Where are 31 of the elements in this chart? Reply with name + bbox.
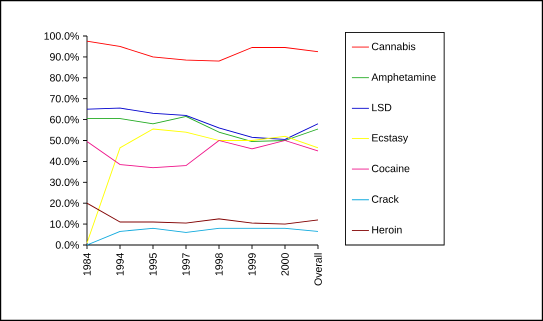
- legend-label: Crack: [372, 195, 399, 203]
- y-tick-label: 70.0%: [50, 94, 79, 102]
- x-tick-label: Overall: [314, 253, 322, 286]
- legend-label: LSD: [372, 104, 392, 112]
- y-tick-label: 0.0%: [56, 241, 79, 249]
- y-tick-label: 10.0%: [50, 220, 79, 228]
- y-tick-label: 90.0%: [50, 53, 79, 61]
- legend-label: Heroin: [372, 226, 402, 234]
- x-tick-label: 1999: [248, 253, 256, 276]
- line-series: [86, 40, 318, 62]
- y-tick-label: 60.0%: [50, 116, 79, 124]
- y-tick-label: 50.0%: [50, 136, 79, 144]
- x-tick-label: 1984: [83, 253, 91, 276]
- line-series: [86, 116, 318, 142]
- y-tick-label: 100.0%: [44, 32, 79, 40]
- x-tick-label: 1994: [116, 253, 124, 276]
- x-tick-label: 1998: [215, 253, 223, 276]
- line-series: [86, 202, 318, 225]
- legend-label: Cocaine: [372, 164, 410, 172]
- y-tick-label: 40.0%: [50, 158, 79, 166]
- x-tick-label: 2000: [281, 253, 289, 276]
- y-tick-label: 80.0%: [50, 74, 79, 82]
- y-tick-label: 30.0%: [50, 178, 79, 186]
- line-series: [86, 140, 318, 168]
- x-tick-label: 1997: [182, 253, 190, 276]
- x-tick-label: 1995: [149, 253, 157, 276]
- y-tick-label: 20.0%: [50, 199, 79, 207]
- line-series: [86, 108, 318, 140]
- legend-label: Amphetamine: [371, 73, 436, 83]
- legend-label: Ecstasy: [372, 134, 408, 144]
- legend-label: Cannabis: [372, 42, 416, 50]
